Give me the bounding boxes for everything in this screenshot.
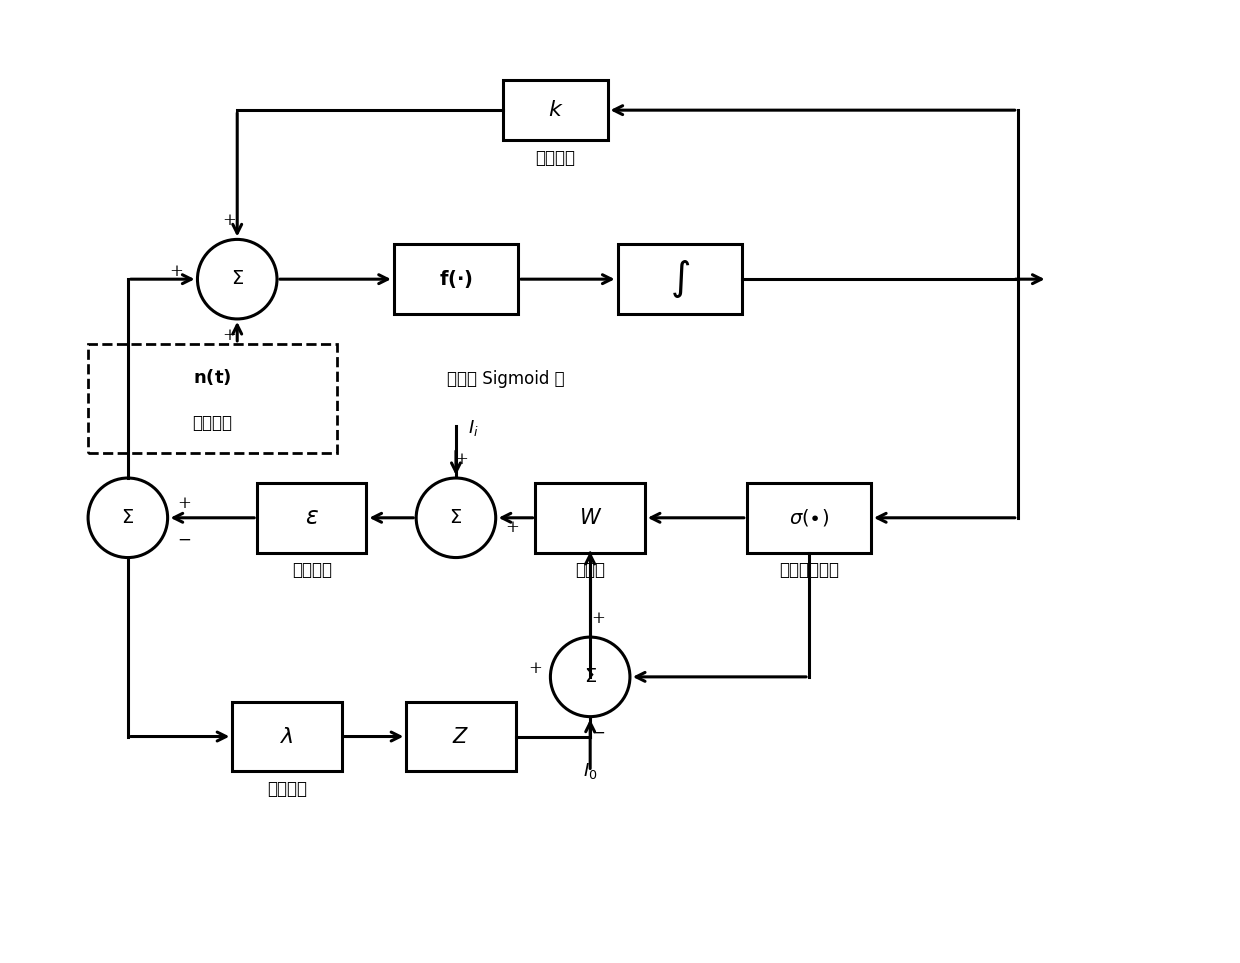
Text: 权矩阵: 权矩阵 <box>575 561 605 580</box>
Text: $k$: $k$ <box>548 99 563 121</box>
Text: 迟滞激活函数: 迟滞激活函数 <box>779 561 839 580</box>
Text: $\mathbf{f(\bullet)}$: $\mathbf{f(\bullet)}$ <box>439 268 472 290</box>
Text: +: + <box>506 519 520 536</box>
Text: $Z$: $Z$ <box>453 726 470 746</box>
Bar <box>394 245 518 314</box>
Bar <box>503 80 608 140</box>
Text: $W$: $W$ <box>579 508 601 528</box>
Text: $\Sigma$: $\Sigma$ <box>231 271 244 288</box>
Bar <box>536 483 645 553</box>
Text: 耦合因子: 耦合因子 <box>291 561 332 580</box>
Bar <box>88 344 336 454</box>
Text: $\Sigma$: $\Sigma$ <box>584 668 596 686</box>
Bar <box>618 245 742 314</box>
Bar <box>746 483 870 553</box>
Text: 第二个 Sigmoid 函: 第二个 Sigmoid 函 <box>446 370 564 387</box>
Text: +: + <box>454 451 467 468</box>
Text: +: + <box>591 611 605 627</box>
Text: 衰减因子: 衰减因子 <box>267 780 308 798</box>
Text: $\lambda$: $\lambda$ <box>280 725 294 747</box>
Text: $\Sigma$: $\Sigma$ <box>449 508 463 527</box>
Text: $I_i$: $I_i$ <box>469 418 479 438</box>
Text: $\varepsilon$: $\varepsilon$ <box>305 507 319 530</box>
Text: 衰减因子: 衰减因子 <box>536 149 575 167</box>
Text: −: − <box>177 532 191 548</box>
Bar <box>257 483 367 553</box>
Text: +: + <box>528 661 542 677</box>
Text: +: + <box>177 495 191 512</box>
Text: 随机噪声: 随机噪声 <box>192 414 232 432</box>
Text: +: + <box>170 263 184 279</box>
Bar <box>407 702 516 771</box>
Text: $\sigma(\bullet)$: $\sigma(\bullet)$ <box>789 508 830 529</box>
Text: +: + <box>222 213 236 229</box>
Text: $\Sigma$: $\Sigma$ <box>122 508 134 527</box>
Text: $\mathbf{n(t)}$: $\mathbf{n(t)}$ <box>193 367 232 386</box>
Text: $I_0$: $I_0$ <box>583 762 598 781</box>
Text: −: − <box>591 724 605 742</box>
Text: $\int$: $\int$ <box>670 258 689 300</box>
Text: +: + <box>222 326 236 344</box>
Bar <box>232 702 341 771</box>
